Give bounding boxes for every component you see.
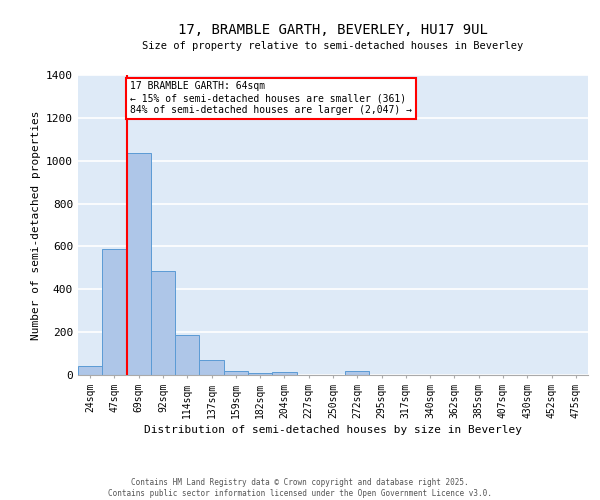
Bar [151,271,175,375]
Bar [224,370,248,375]
Text: 17 BRAMBLE GARTH: 64sqm
← 15% of semi-detached houses are smaller (361)
84% of s: 17 BRAMBLE GARTH: 64sqm ← 15% of semi-de… [130,82,412,114]
Bar [175,336,199,375]
Text: Size of property relative to semi-detached houses in Beverley: Size of property relative to semi-detach… [142,41,524,51]
X-axis label: Distribution of semi-detached houses by size in Beverley: Distribution of semi-detached houses by … [144,425,522,435]
Text: 17, BRAMBLE GARTH, BEVERLEY, HU17 9UL: 17, BRAMBLE GARTH, BEVERLEY, HU17 9UL [178,22,488,36]
Bar [127,153,151,375]
Bar [102,248,127,375]
Bar [78,366,102,375]
Bar [345,370,370,375]
Bar [272,372,296,375]
Bar [248,373,272,375]
Bar [199,360,224,375]
Y-axis label: Number of semi-detached properties: Number of semi-detached properties [31,110,41,340]
Text: Contains HM Land Registry data © Crown copyright and database right 2025.
Contai: Contains HM Land Registry data © Crown c… [108,478,492,498]
